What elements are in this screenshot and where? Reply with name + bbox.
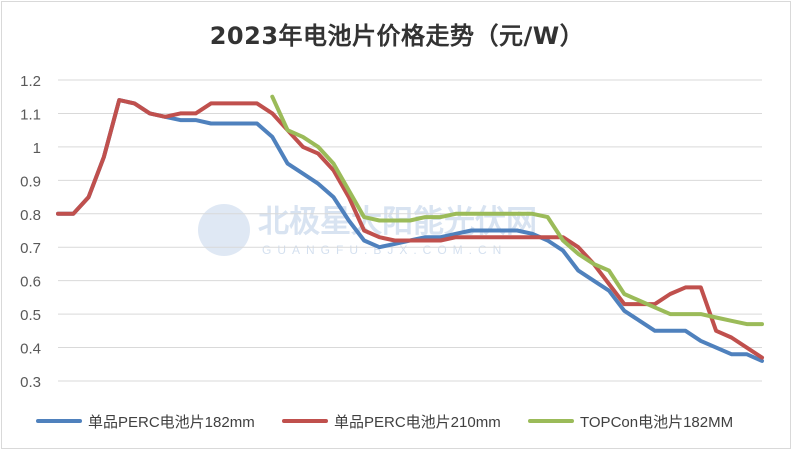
legend-label-3: TOPCon电池片182MM	[580, 414, 733, 431]
y-axis-ticks: 0.3 0.4 0.5 0.6 0.7 0.8 0.9 1 1.1 1.2	[20, 73, 41, 391]
y-tick-label: 1.2	[20, 73, 41, 90]
y-tick-label: 0.6	[20, 274, 41, 291]
y-tick-label: 0.5	[20, 307, 41, 324]
y-tick-label: 1	[33, 140, 41, 157]
legend-label-2: 单品PERC电池片210mm	[334, 414, 501, 431]
gridlines	[58, 79, 762, 382]
watermark-logo-icon	[198, 204, 250, 256]
chart-title: 2023年电池片价格走势（元/W）	[209, 22, 585, 50]
y-tick-label: 0.9	[20, 173, 41, 190]
y-tick-label: 1.1	[20, 106, 41, 123]
y-tick-label: 0.4	[20, 341, 41, 358]
series-line-3	[270, 94, 764, 327]
legend-label-1: 单品PERC电池片182mm	[88, 414, 255, 431]
y-tick-label: 0.3	[20, 374, 41, 391]
watermark-subtext: GUANGFU.BJX.COM.CN	[262, 243, 507, 257]
y-tick-label: 0.7	[20, 240, 41, 257]
y-tick-label: 0.8	[20, 207, 41, 224]
legend: 单品PERC电池片182mm 单品PERC电池片210mm TOPCon电池片182…	[36, 414, 733, 431]
series-lines	[56, 94, 764, 363]
